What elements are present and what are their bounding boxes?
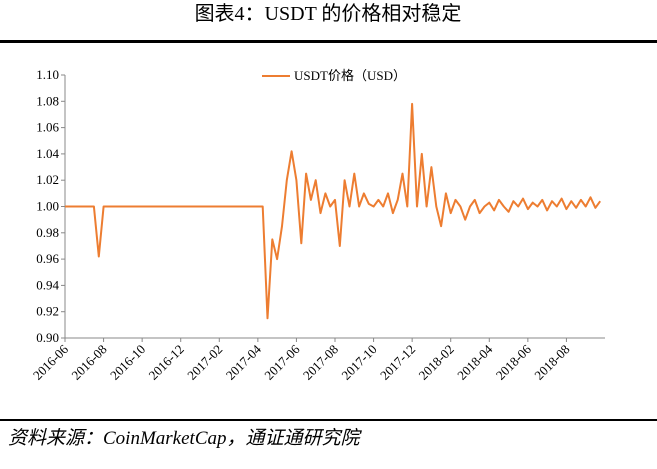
legend-label: USDT价格（USD） [294,68,406,83]
y-tick-label: 0.90 [36,330,59,345]
x-tick-label: 2018-08 [531,342,572,383]
y-tick-label: 1.00 [36,199,59,214]
x-tick-label: 2017-08 [300,342,341,383]
x-tick-label: 2016-12 [146,342,187,383]
y-tick-label: 0.92 [36,304,59,319]
chart-title: 图表4：USDT 的价格相对稳定 [195,2,462,25]
title-rule [0,40,657,43]
source: 资料来源：CoinMarketCap，通证通研究院 [8,427,362,449]
x-tick-label: 2017-02 [184,342,225,383]
y-tick-label: 1.04 [36,146,59,161]
x-tick-label: 2018-06 [493,341,535,383]
y-tick-label: 1.06 [36,120,59,135]
x-tick-label: 2016-10 [107,342,148,383]
x-tick-label: 2017-10 [338,342,379,383]
source-rule [0,419,657,421]
x-tick-label: 2016-08 [68,342,109,383]
y-tick-label: 1.02 [36,172,59,187]
y-tick-label: 0.94 [36,277,59,292]
x-tick-label: 2016-06 [30,341,72,383]
x-tick-label: 2017-04 [223,341,265,383]
series-line [65,102,602,320]
x-tick-label: 2018-02 [416,342,457,383]
y-tick-label: 1.08 [36,93,59,108]
y-tick-label: 0.98 [36,225,59,240]
y-tick-label: 1.10 [36,67,59,82]
x-tick-label: 2018-04 [454,341,496,383]
x-tick-label: 2017-06 [261,341,303,383]
y-tick-label: 0.96 [36,251,59,266]
x-tick-label: 2017-12 [377,342,418,383]
